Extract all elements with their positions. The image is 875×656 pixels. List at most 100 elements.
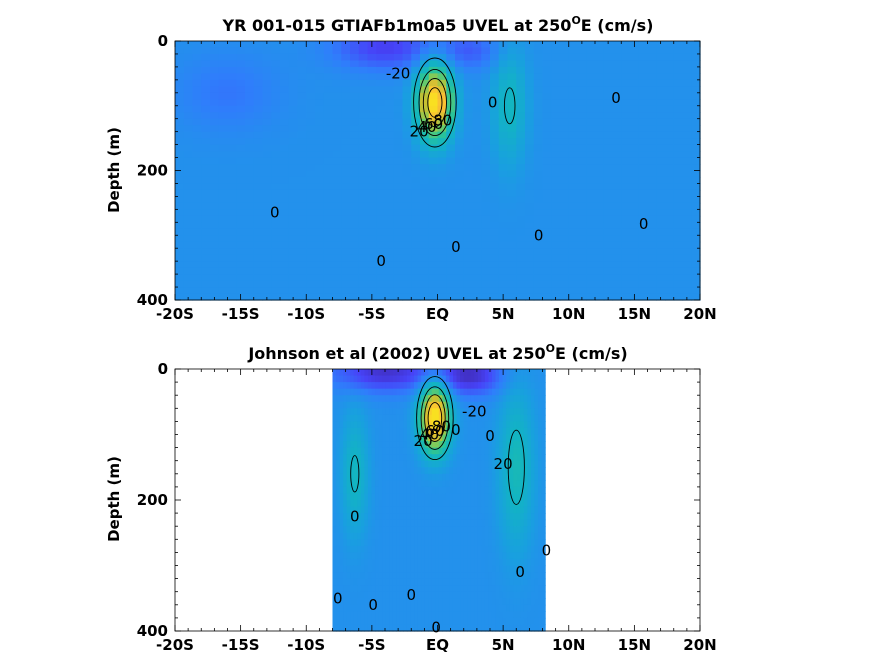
heatmap-cell — [477, 395, 482, 403]
heatmap-cell — [402, 202, 412, 210]
heatmap-cell — [551, 164, 561, 172]
heatmap-cell — [586, 267, 596, 275]
heatmap-cell — [490, 99, 500, 107]
heatmap-cell — [280, 176, 290, 185]
heatmap-cell — [498, 73, 509, 81]
heatmap-cell — [463, 598, 468, 606]
heatmap-cell — [350, 118, 360, 126]
heatmap-cell — [353, 427, 358, 436]
heatmap-cell — [455, 209, 465, 217]
heatmap-cell — [385, 375, 390, 383]
heatmap-cell — [421, 493, 426, 501]
heatmap-cell — [516, 421, 521, 429]
heatmap-cell — [449, 539, 454, 547]
heatmap-cell — [399, 611, 404, 619]
heatmap-cell — [595, 196, 605, 204]
heatmap-cell — [428, 460, 433, 468]
heatmap-cell — [488, 506, 493, 514]
heatmap-cell — [385, 79, 395, 87]
heatmap-cell — [520, 578, 525, 586]
heatmap-cell — [477, 427, 482, 436]
heatmap-cell — [402, 157, 412, 165]
heatmap-cell — [420, 53, 430, 62]
heatmap-cell — [332, 170, 342, 178]
heatmap-cell — [541, 617, 546, 626]
heatmap-cell — [428, 447, 433, 455]
heatmap-cell — [490, 41, 500, 49]
heatmap-cell — [389, 591, 394, 599]
heatmap-cell — [449, 434, 454, 442]
heatmap-cell — [452, 585, 458, 593]
heatmap-cell — [339, 578, 344, 586]
heatmap-cell — [506, 434, 511, 442]
heatmap-cell — [470, 408, 475, 416]
heatmap-cell — [530, 611, 536, 619]
heatmap-cell — [315, 164, 325, 172]
heatmap-cell — [424, 486, 429, 495]
heatmap-cell — [201, 47, 211, 55]
heatmap-cell — [421, 545, 426, 553]
heatmap-cell — [323, 92, 334, 100]
heatmap-cell — [538, 539, 543, 547]
heatmap-cell — [346, 545, 351, 553]
heatmap-cell — [533, 125, 544, 133]
heatmap-cell — [271, 222, 281, 230]
heatmap-cell — [577, 144, 587, 152]
heatmap-cell — [541, 519, 546, 527]
heatmap-cell — [507, 79, 517, 87]
heatmap-cell — [376, 241, 386, 249]
heatmap-cell — [665, 287, 675, 295]
heatmap-cell — [332, 144, 342, 152]
heatmap-cell — [490, 261, 500, 269]
heatmap-cell — [271, 267, 281, 275]
heatmap-cell — [332, 79, 342, 87]
heatmap-cell — [449, 572, 454, 580]
heatmap-cell — [389, 493, 394, 501]
heatmap-cell — [375, 565, 380, 573]
heatmap-cell — [353, 408, 358, 416]
heatmap-cell — [682, 215, 692, 223]
heatmap-cell — [442, 382, 447, 390]
heatmap-cell — [306, 53, 316, 62]
heatmap-cell — [527, 611, 532, 619]
heatmap-cell — [375, 552, 380, 560]
heatmap-cell — [647, 157, 657, 165]
heatmap-cell — [442, 604, 447, 612]
heatmap-cell — [253, 183, 264, 191]
heatmap-cell — [175, 176, 185, 185]
heatmap-cell — [463, 157, 474, 165]
heatmap-cell — [577, 157, 587, 165]
heatmap-cell — [603, 79, 614, 87]
heatmap-cell — [534, 401, 539, 409]
heatmap-cell — [382, 532, 387, 540]
heatmap-cell — [428, 545, 433, 553]
heatmap-cell — [463, 183, 474, 191]
heatmap-cell — [621, 131, 631, 139]
heatmap-cell — [438, 591, 443, 599]
heatmap-cell — [456, 604, 461, 612]
heatmap-cell — [227, 261, 237, 269]
heatmap-cell — [586, 202, 596, 210]
heatmap-cell — [484, 506, 490, 514]
heatmap-cell — [218, 164, 229, 172]
heatmap-cell — [339, 565, 344, 573]
heatmap-cell — [262, 170, 272, 178]
heatmap-cell — [218, 274, 229, 282]
heatmap-cell — [507, 293, 517, 301]
heatmap-cell — [403, 585, 408, 593]
heatmap-cell — [612, 274, 622, 282]
contour-label: 40 — [417, 118, 436, 136]
heatmap-cell — [442, 434, 447, 442]
heatmap-cell — [201, 66, 211, 74]
heatmap-cell — [513, 611, 518, 619]
heatmap-cell — [533, 138, 544, 146]
heatmap-cell — [577, 138, 587, 146]
heatmap-cell — [491, 598, 497, 606]
heatmap-cell — [502, 500, 507, 508]
heatmap-cell — [446, 79, 456, 87]
heatmap-cell — [389, 447, 394, 455]
heatmap-cell — [665, 293, 675, 301]
heatmap-cell — [402, 280, 412, 288]
heatmap-cell — [332, 375, 337, 383]
heatmap-cell — [506, 408, 511, 416]
